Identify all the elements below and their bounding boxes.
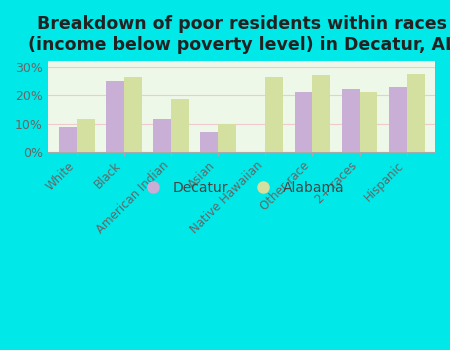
Title: Breakdown of poor residents within races
(income below poverty level) in Decatur: Breakdown of poor residents within races… bbox=[27, 15, 450, 54]
Bar bbox=[59, 127, 76, 152]
Bar bbox=[294, 92, 312, 152]
Bar bbox=[312, 75, 330, 152]
Bar bbox=[124, 77, 142, 152]
Bar bbox=[200, 132, 218, 152]
Bar bbox=[342, 90, 360, 152]
Bar bbox=[218, 124, 236, 152]
Bar bbox=[171, 99, 189, 152]
Bar bbox=[106, 81, 124, 152]
Bar bbox=[360, 92, 378, 152]
Bar bbox=[76, 119, 94, 152]
Bar bbox=[389, 86, 407, 152]
Legend: Decatur, Alabama: Decatur, Alabama bbox=[134, 175, 350, 200]
Bar bbox=[266, 77, 283, 152]
Bar bbox=[407, 74, 425, 152]
Bar bbox=[153, 119, 171, 152]
